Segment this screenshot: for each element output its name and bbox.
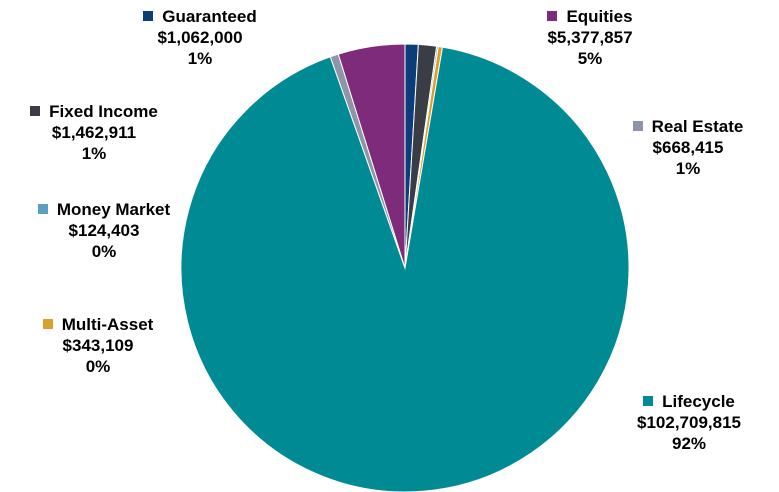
real-estate-name: Real Estate xyxy=(651,117,744,136)
label-real-estate: Real Estate $668,415 1% xyxy=(608,116,768,179)
pie-slice-lifecycle xyxy=(180,46,630,492)
real-estate-percent: 1% xyxy=(675,159,701,178)
lifecycle-name: Lifecycle xyxy=(662,392,735,411)
label-fixed-income: Fixed Income $1,462,911 1% xyxy=(4,101,184,164)
multi-asset-name: Multi-Asset xyxy=(61,315,154,334)
pie-slice-equities xyxy=(337,43,406,269)
equities-swatch xyxy=(547,11,558,21)
lifecycle-swatch xyxy=(643,396,654,406)
label-guaranteed: Guaranteed $1,062,000 1% xyxy=(110,6,290,69)
multi-asset-value: $343,109 xyxy=(62,336,134,355)
guaranteed-value: $1,062,000 xyxy=(157,28,243,47)
equities-percent: 5% xyxy=(577,49,603,68)
money-market-percent: 0% xyxy=(91,242,117,261)
guaranteed-name: Guaranteed xyxy=(162,7,257,26)
real-estate-swatch xyxy=(632,121,643,131)
label-equities: Equities $5,377,857 5% xyxy=(515,6,665,69)
fixed-income-swatch xyxy=(30,106,41,116)
real-estate-value: $668,415 xyxy=(652,138,724,157)
money-market-name: Money Market xyxy=(56,200,171,219)
guaranteed-percent: 1% xyxy=(187,49,213,68)
multi-asset-percent: 0% xyxy=(85,357,111,376)
fixed-income-percent: 1% xyxy=(81,144,107,163)
multi-asset-swatch xyxy=(42,319,53,329)
label-money-market: Money Market $124,403 0% xyxy=(14,199,194,262)
money-market-value: $124,403 xyxy=(68,221,140,240)
equities-value: $5,377,857 xyxy=(547,28,633,47)
lifecycle-value: $102,709,815 xyxy=(637,413,741,432)
fixed-income-value: $1,462,911 xyxy=(51,123,137,142)
equities-name: Equities xyxy=(566,7,633,26)
guaranteed-swatch xyxy=(143,11,154,21)
fixed-income-name: Fixed Income xyxy=(49,102,158,121)
money-market-swatch xyxy=(37,204,48,214)
label-multi-asset: Multi-Asset $343,109 0% xyxy=(8,314,188,377)
label-lifecycle: Lifecycle $102,709,815 92% xyxy=(604,391,774,454)
lifecycle-percent: 92% xyxy=(671,434,707,453)
